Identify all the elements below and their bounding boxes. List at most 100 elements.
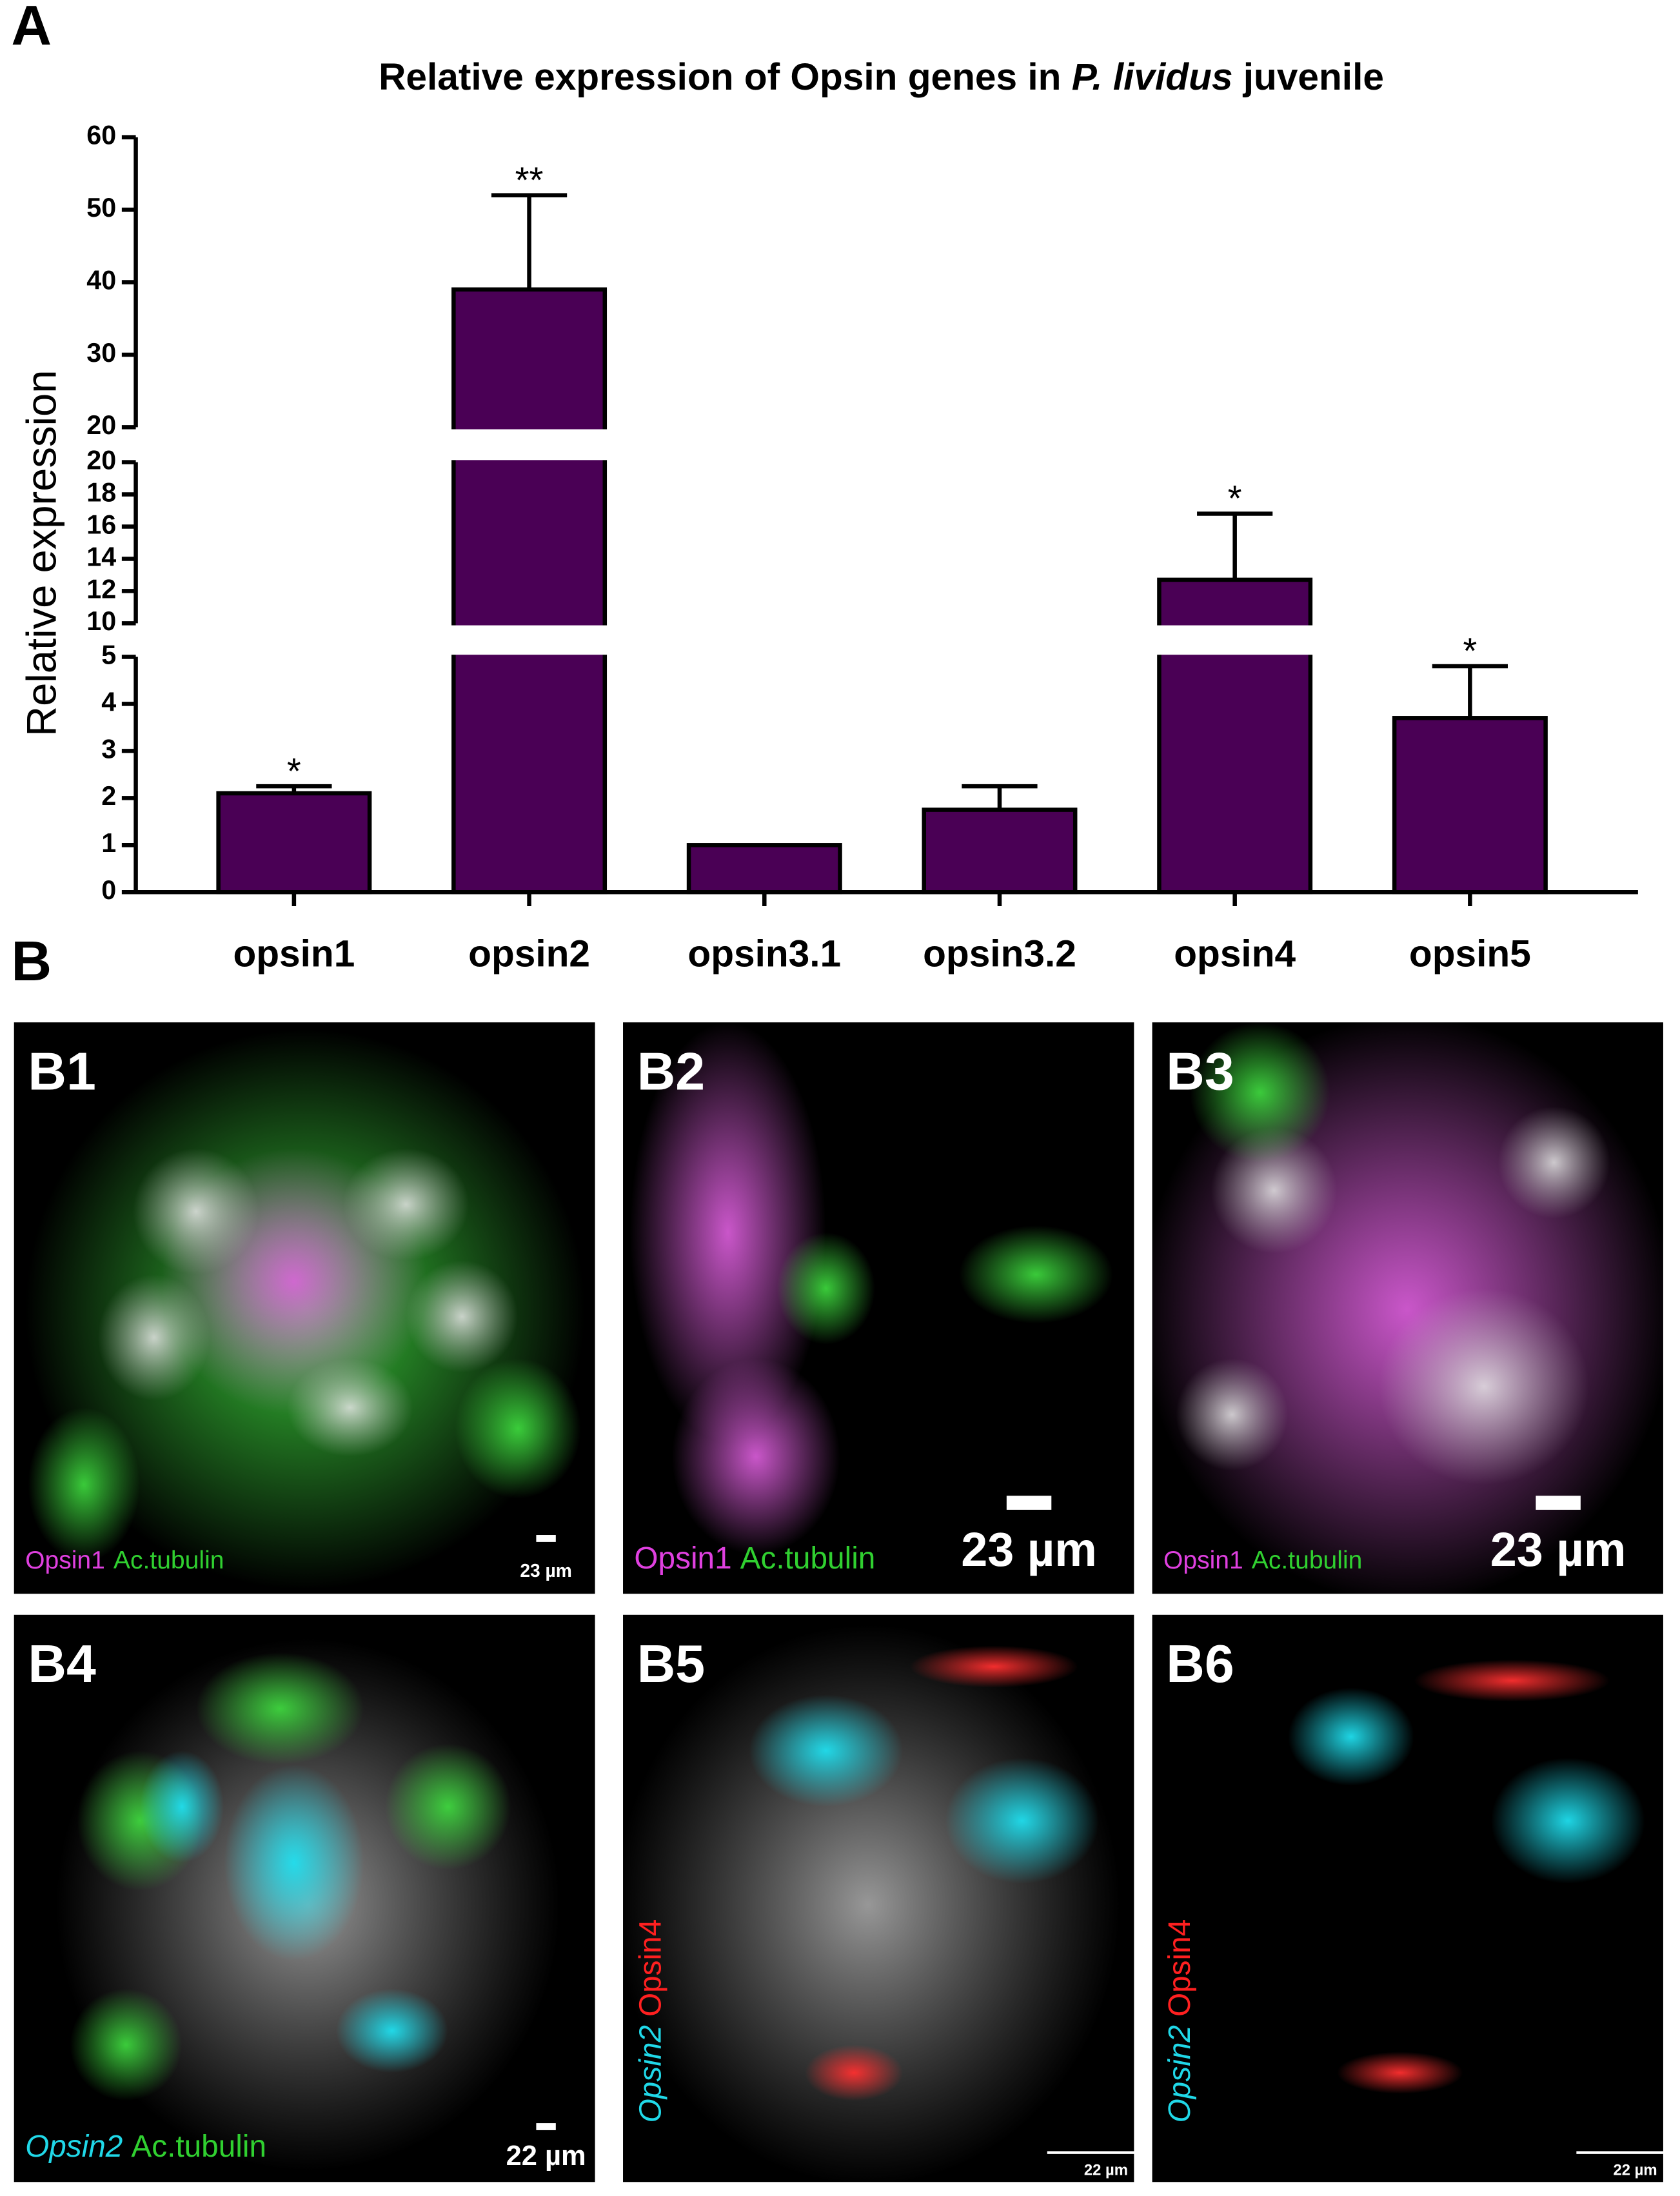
micrograph-panel: B4 Opsin2 Ac.tubulin 22 µm <box>14 1614 595 2182</box>
micrograph-content <box>1152 1022 1663 1594</box>
y-tick-label: 12 <box>86 574 116 604</box>
caption-part: Opsin4 <box>1163 1919 1197 2017</box>
title-part: P. lividus <box>1072 56 1233 98</box>
x-tick-label: opsin1 <box>233 933 355 974</box>
micrograph-panel: B3 Opsin1 Ac.tubulin 23 µm <box>1152 1022 1663 1594</box>
y-tick-label: 4 <box>101 687 116 717</box>
bar <box>1392 716 1548 895</box>
panel-label: B5 <box>637 1634 705 1694</box>
signal <box>959 1225 1113 1324</box>
y-tick-label: 20 <box>86 445 116 475</box>
signal <box>406 1260 519 1373</box>
micrograph-content <box>623 1625 1120 2182</box>
y-tick-label: 14 <box>86 542 116 571</box>
caption-part: Ac.tubulin <box>114 1547 224 1574</box>
panel-label: B2 <box>637 1042 705 1101</box>
y-tick-label: 40 <box>86 265 116 295</box>
scale-label: 23 µm <box>961 1523 1097 1576</box>
micrograph-panel: B1 Opsin1 Ac.tubulin 23 µm <box>14 1022 595 1594</box>
axis-break <box>449 625 609 655</box>
signal <box>140 1750 224 1863</box>
x-tick-label: opsin3.2 <box>923 933 1076 974</box>
x-tick-label: opsin4 <box>1174 933 1296 974</box>
caption-part: Opsin1 <box>1163 1547 1243 1574</box>
signal <box>1497 1106 1610 1219</box>
signal <box>629 1022 826 1443</box>
signal <box>749 1694 904 1807</box>
scale-label: 23 µm <box>1490 1523 1626 1576</box>
signal <box>70 1988 183 2101</box>
y-tick-label: 20 <box>86 410 116 440</box>
y-tick-label: 30 <box>86 338 116 368</box>
signal <box>133 1148 259 1275</box>
y-tick-label: 1 <box>101 828 116 858</box>
caption-part: Opsin1 <box>634 1541 731 1576</box>
caption-part: Ac.tubulin <box>1252 1547 1363 1574</box>
y-tick-label: 5 <box>101 640 116 669</box>
panel-label: B3 <box>1166 1042 1234 1101</box>
panel-caption: Opsin2 Opsin4 <box>1163 1919 1197 2123</box>
y-axis-label: Relative expression <box>18 370 65 737</box>
scale-label: 22 µm <box>506 2141 586 2171</box>
scale-bar <box>1006 1496 1052 1510</box>
signal <box>384 1743 511 1870</box>
significance: * <box>287 751 301 791</box>
y-tick-label: 0 <box>101 875 116 905</box>
caption-part: Opsin2 <box>25 2130 123 2164</box>
panel-caption: Opsin1 Ac.tubulin <box>25 1547 224 1574</box>
panel-caption: Opsin2 Opsin4 <box>634 1919 668 2123</box>
panel-caption: Opsin1 Ac.tubulin <box>634 1541 875 1576</box>
micrograph-content <box>1288 1659 1645 2094</box>
signal <box>1288 1687 1414 1786</box>
signal <box>672 1358 840 1555</box>
caption-part: Opsin4 <box>634 1919 668 2017</box>
signal <box>1190 1022 1330 1163</box>
signal <box>1176 1358 1289 1471</box>
scale-bar <box>536 2123 556 2130</box>
caption-part: Ac.tubulin <box>740 1541 876 1576</box>
signal <box>224 1765 364 1961</box>
panel-label: B6 <box>1166 1634 1234 1694</box>
signal <box>910 1645 1078 1688</box>
x-tick-label: opsin3.1 <box>687 933 841 974</box>
signal <box>455 1358 581 1499</box>
panel-label: B4 <box>28 1634 96 1694</box>
signal <box>805 2044 904 2101</box>
panel-letter: B <box>11 930 52 993</box>
micrograph-content <box>55 1638 560 2171</box>
signal <box>287 1358 413 1457</box>
chart-title: Relative expression of Opsin genes in P.… <box>326 56 1416 98</box>
scale-bar <box>1047 2151 1145 2154</box>
y-tick-label: 2 <box>101 781 116 811</box>
signal <box>336 1988 448 2073</box>
significance: * <box>1228 478 1242 519</box>
signal <box>97 1274 210 1401</box>
signal <box>1379 1288 1589 1485</box>
title-part: juvenile <box>1232 56 1383 98</box>
panel-letter: A <box>11 0 52 57</box>
caption-part: Opsin1 <box>25 1547 105 1574</box>
signal <box>1490 1757 1645 1884</box>
caption-part: Opsin2 <box>1163 2025 1197 2122</box>
scale-bar <box>1536 1496 1581 1510</box>
bar <box>451 287 608 895</box>
axis-break <box>1154 625 1315 655</box>
signal <box>776 1232 875 1345</box>
scale-label: 23 µm <box>520 1560 572 1581</box>
y-tick-label: 16 <box>86 509 116 539</box>
signal <box>1337 2052 1463 2094</box>
caption-part: Ac.tubulin <box>131 2130 266 2164</box>
x-tick-label: opsin2 <box>468 933 590 974</box>
scale-bar <box>536 1535 556 1542</box>
panel-caption: Opsin1 Ac.tubulin <box>1163 1547 1362 1574</box>
y-tick-label: 50 <box>86 193 116 223</box>
significance: * <box>1463 631 1477 671</box>
significance: ** <box>515 159 544 200</box>
micrograph-content <box>629 1022 1113 1555</box>
signal <box>945 1757 1100 1884</box>
bar <box>922 807 1078 895</box>
micrograph <box>1152 1614 1663 2182</box>
y-tick-label: 60 <box>86 121 116 150</box>
